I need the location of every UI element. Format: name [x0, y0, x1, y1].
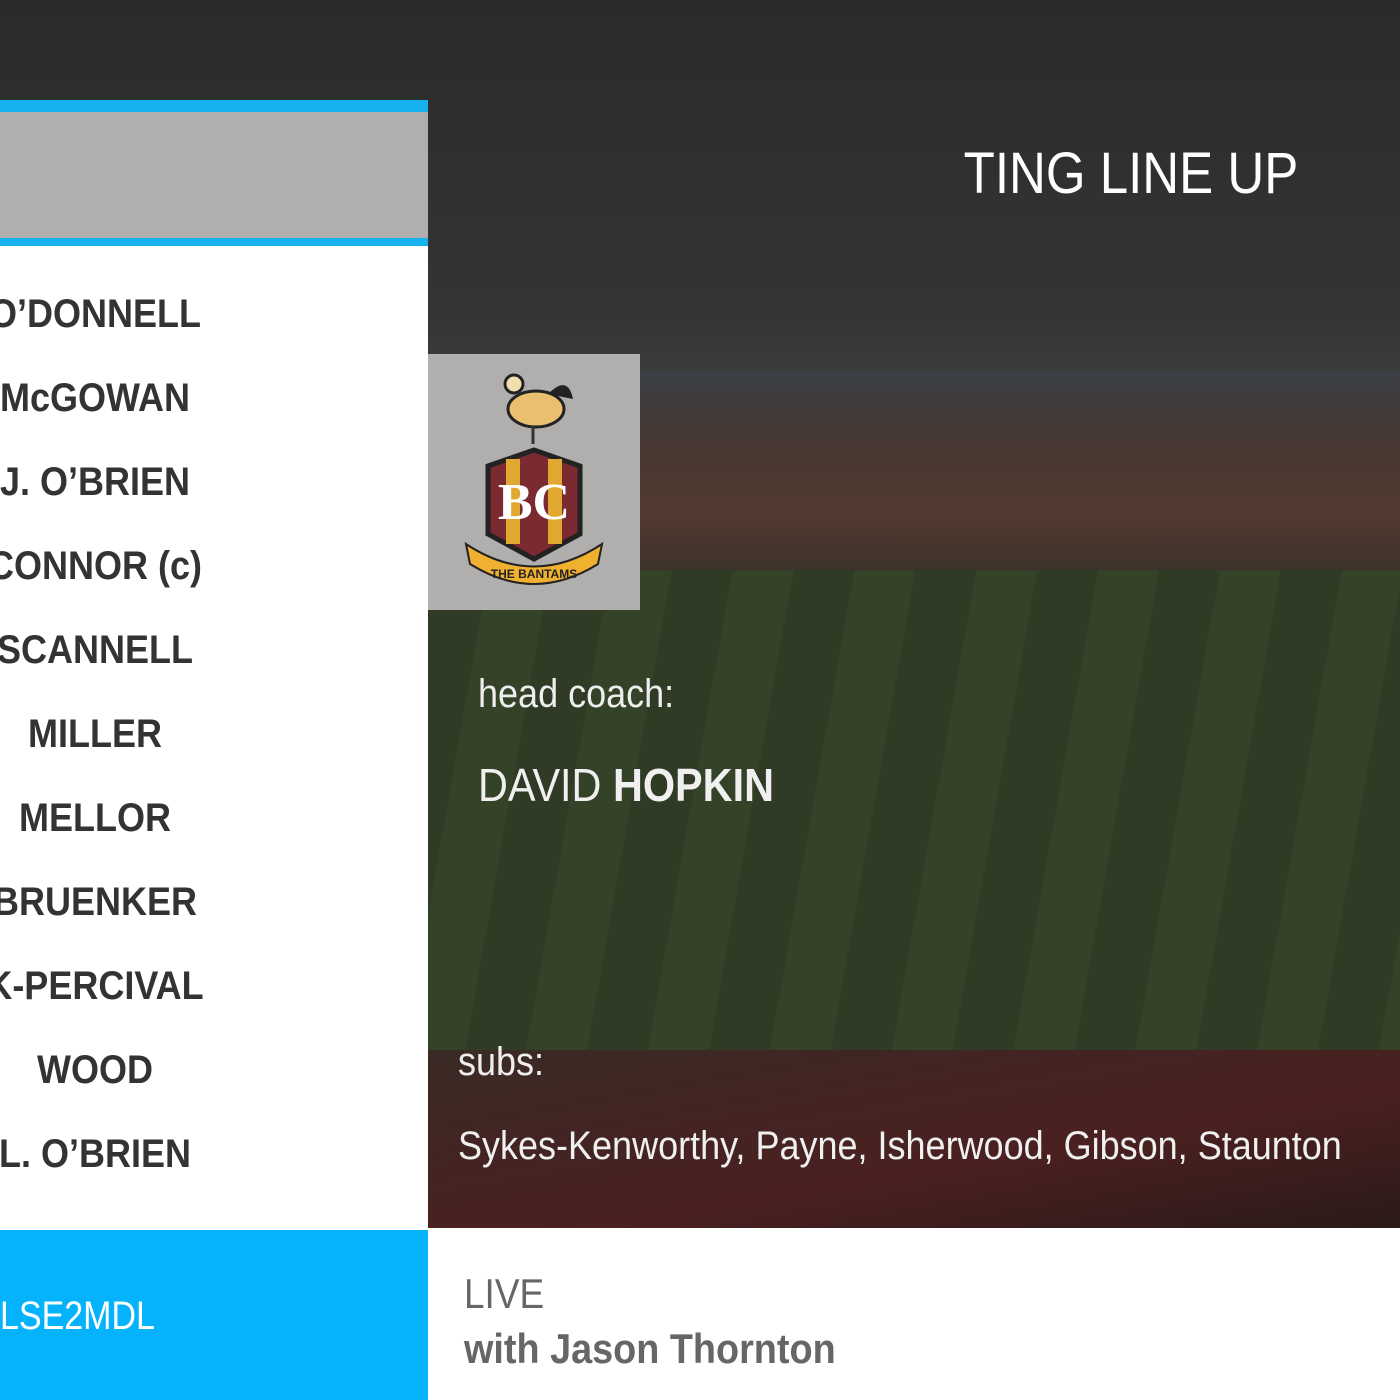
pitch [428, 570, 1400, 1090]
lower-stand [428, 1050, 1400, 1228]
stadium-stand [640, 370, 1400, 580]
player-name: SCANNELL [0, 628, 194, 672]
player-name: McGOWAN [0, 376, 191, 420]
player-name: CONNOR (c) [0, 544, 203, 588]
accent-bar-bottom [0, 238, 428, 246]
lineup-header [0, 112, 428, 238]
player-name: BRUENKER [0, 880, 198, 924]
coach-last-name: HOPKIN [612, 759, 774, 811]
live-footer [428, 1228, 1400, 1400]
player-name: MILLER [28, 712, 162, 756]
hashtag-footer [0, 1230, 428, 1400]
head-coach-name: DAVID HOPKIN [478, 758, 774, 812]
player-name: WOOD [37, 1048, 153, 1092]
lineup-panel [0, 246, 428, 1230]
rooster-icon [503, 373, 573, 444]
lineup-title: TING LINE UP [963, 141, 1298, 206]
host-label: with Jason Thornton [464, 1325, 836, 1372]
live-label: LIVE [464, 1270, 545, 1317]
subs-label: subs: [458, 1040, 545, 1084]
accent-bar-top [0, 100, 428, 112]
svg-text:BC: BC [498, 474, 570, 531]
club-crest-icon: BC THE BANTAMS [464, 373, 604, 585]
player-name: K-PERCIVAL [0, 964, 204, 1008]
subs-list: Sykes-Kenworthy, Payne, Isherwood, Gibso… [458, 1124, 1342, 1168]
svg-text:THE BANTAMS: THE BANTAMS [491, 567, 577, 581]
club-logo: BC THE BANTAMS [428, 354, 640, 610]
player-name: MELLOR [19, 796, 171, 840]
player-name: J. O’BRIEN [0, 460, 191, 504]
player-name: L. O’BRIEN [0, 1132, 192, 1176]
player-name: O’DONNELL [0, 292, 201, 336]
coach-first-name: DAVID [478, 759, 602, 811]
head-coach-label: head coach: [478, 672, 675, 716]
hashtag: LSE2MDL [0, 1294, 155, 1338]
